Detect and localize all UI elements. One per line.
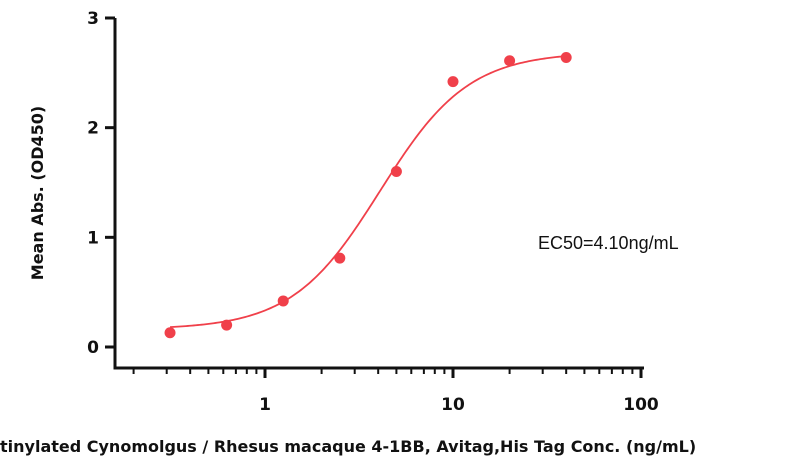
data-point — [560, 51, 572, 63]
y-tick-label: 3 — [87, 9, 99, 29]
data-points — [164, 51, 572, 339]
data-point — [447, 76, 459, 88]
data-point — [277, 295, 289, 307]
x-tick-label: 100 — [623, 395, 659, 415]
data-point — [504, 55, 516, 67]
x-tick-label: 1 — [259, 395, 271, 415]
x-axis-title: tinylated Cynomolgus / Rhesus macaque 4-… — [0, 437, 696, 456]
ec50-annotation: EC50=4.10ng/mL — [538, 233, 679, 253]
data-point — [334, 252, 346, 264]
y-tick-label: 0 — [87, 338, 99, 358]
y-axis-title: Mean Abs. (OD450) — [28, 106, 47, 280]
y-ticks: 0 1 2 3 — [87, 9, 115, 358]
data-point — [221, 319, 233, 331]
y-tick-label: 2 — [87, 119, 99, 139]
fit-curve — [169, 55, 567, 328]
x-tick-label: 10 — [441, 395, 465, 415]
data-point — [390, 166, 402, 178]
y-tick-label: 1 — [87, 228, 99, 248]
data-point — [164, 327, 176, 339]
x-ticks: 1 10 100 — [132, 368, 659, 415]
plot-area: 0 1 2 3 1 10 100 — [87, 9, 659, 415]
